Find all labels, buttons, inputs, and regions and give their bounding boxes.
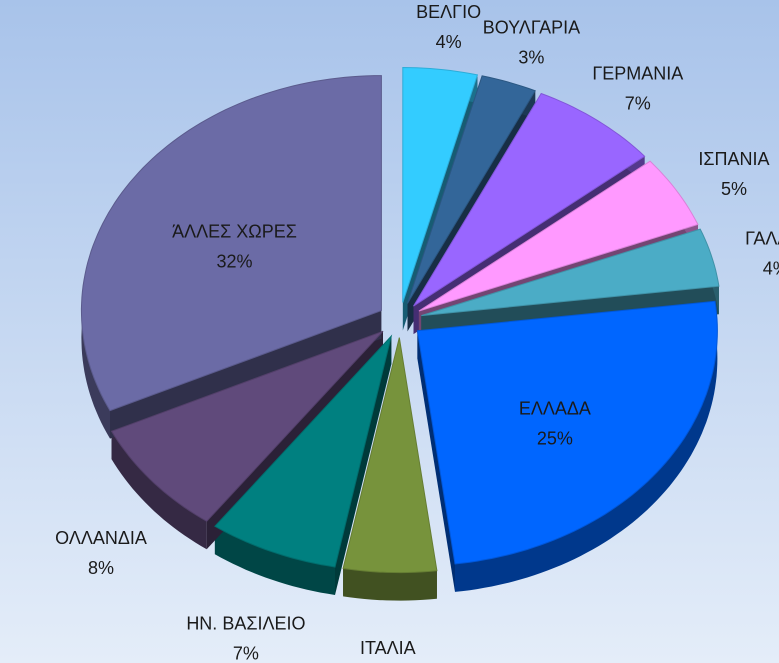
data-label: ΓΕΡΜΑΝΙΑ 7% — [592, 64, 683, 114]
data-label: ΒΟΥΛΓΑΡΙΑ 3% — [483, 18, 580, 68]
category-label: ΙΤΑΛΙΑ — [360, 638, 416, 658]
category-label: ΟΛΛΑΝΔΙΑ — [55, 528, 147, 548]
data-label: ΆΛΛΕΣ ΧΩΡΕΣ 32% — [172, 222, 297, 272]
slice — [214, 334, 393, 568]
slice — [402, 66, 479, 303]
category-label: ΒΟΥΛΓΑΡΙΑ — [483, 18, 580, 38]
category-label: ΓΑΛΛΙΑ — [745, 228, 779, 248]
slice — [413, 92, 646, 307]
category-label: ΕΛΛΑΔΑ — [519, 398, 591, 418]
slice-wall — [111, 431, 207, 550]
slice — [80, 75, 382, 412]
data-label: ΒΕΛΓΙΟ 4% — [416, 2, 481, 52]
data-label: ΙΤΑΛΙΑ5% — [360, 638, 416, 663]
slice-tops — [80, 66, 720, 574]
slice — [421, 228, 720, 317]
category-label: ΗΝ. ΒΑΣΙΛΕΙΟ — [186, 613, 305, 633]
slice — [406, 75, 536, 304]
category-label: ΒΕΛΓΙΟ — [416, 2, 481, 22]
category-label: ΓΕΡΜΑΝΙΑ — [592, 64, 683, 84]
labels: ΒΕΛΓΙΟ 4% ΒΟΥΛΓΑΡΙΑ 3% ΓΕΡΜΑΝΙΑ 7% ΙΣΠΑΝΙΑ 5% ΓΑ… — [55, 2, 779, 663]
value-label: 25% — [537, 428, 573, 448]
value-label: 8% — [88, 558, 114, 578]
slice-wall — [417, 330, 455, 592]
slice-wall — [214, 526, 335, 595]
slice — [110, 330, 384, 522]
value-label: 4% — [436, 32, 462, 52]
category-label: ΙΣΠΑΝΙΑ — [698, 149, 769, 169]
value-label: 4% — [763, 258, 779, 278]
data-label: ΕΛΛΑΔΑ 25% — [519, 398, 591, 448]
data-label: ΟΛΛΑΝΔΙΑ 8% — [55, 528, 147, 578]
category-label: ΆΛΛΕΣ ΧΩΡΕΣ — [172, 222, 297, 242]
slice — [342, 337, 438, 574]
slice-wall — [455, 301, 718, 592]
slice — [416, 300, 718, 565]
slice-wall — [335, 336, 392, 595]
value-label: 5% — [721, 179, 747, 199]
value-label: 7% — [233, 643, 259, 663]
data-label: ΗΝ. ΒΑΣΙΛΕΙΟ 7% — [186, 613, 305, 663]
slice-wall — [343, 568, 437, 601]
data-label: ΙΣΠΑΝΙΑ 5% — [698, 149, 769, 199]
value-label: 7% — [625, 94, 651, 114]
data-label: ΓΑΛΛΙΑ 4% — [745, 228, 779, 278]
value-label: 32% — [216, 252, 252, 272]
slice — [418, 160, 699, 312]
value-label: 3% — [518, 48, 544, 68]
